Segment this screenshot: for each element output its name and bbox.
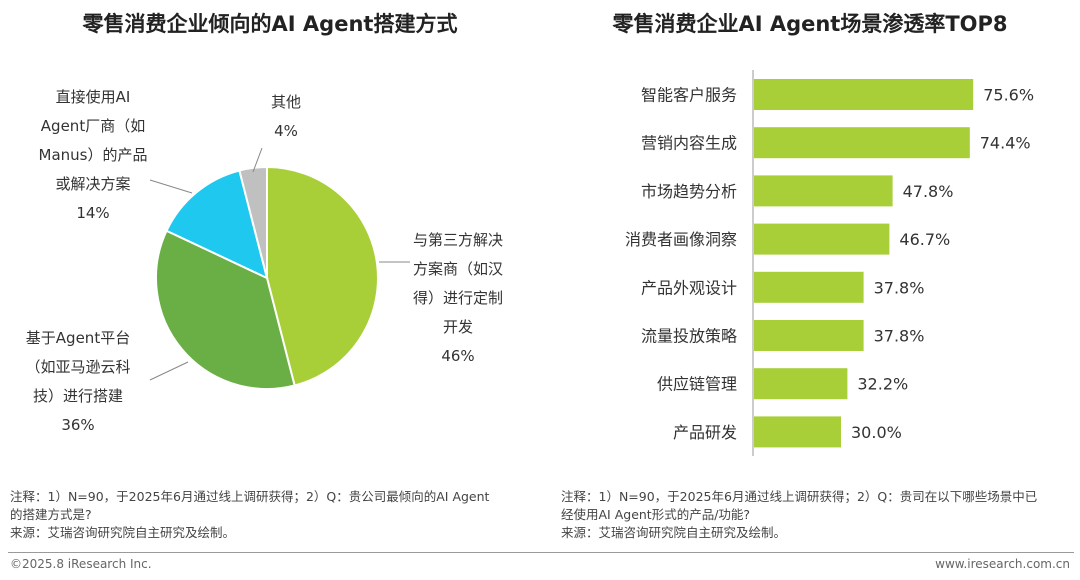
pie-slice-label: （如亚马逊云科 (25, 358, 130, 376)
bar-1 (754, 79, 974, 110)
bar-value-label: 75.6% (983, 86, 1034, 105)
bar-4 (754, 223, 890, 255)
pie-slice-label: 其他 (271, 93, 301, 111)
footer-divider (8, 552, 1074, 553)
bar-category-label: 营销内容生成 (641, 134, 737, 153)
pie-slice-label: Manus）的产品 (39, 146, 148, 164)
pie-slice-value: 14% (76, 204, 109, 222)
website-link[interactable]: www.iresearch.com.cn (935, 557, 1070, 571)
left-note-line: 的搭建方式是? (10, 507, 92, 522)
pie-slice (165, 169, 269, 280)
bar-category-label: 智能客户服务 (641, 86, 737, 105)
left-note: 注释：1）N=90，于2025年6月通过线上调研获得；2）Q：贵公司最倾向的AI… (10, 488, 530, 542)
left-note-line: 注释：1）N=90，于2025年6月通过线上调研获得；2）Q：贵公司最倾向的AI… (10, 489, 490, 504)
pie-chart-title: 零售消费企业倾向的AI Agent搭建方式 (82, 12, 458, 36)
bar-category-label: 供应链管理 (657, 375, 737, 394)
pie-slice-value: 4% (274, 122, 298, 140)
pie-leader-line (149, 361, 189, 381)
bar-chart-title: 零售消费企业AI Agent场景渗透率TOP8 (612, 12, 1008, 36)
right-note-source: 来源：艾瑞咨询研究院自主研究及绘制。 (561, 525, 787, 540)
pie-slice (155, 229, 296, 390)
pie-slice (238, 165, 268, 279)
pie-slice-label: 与第三方解决 (413, 231, 503, 249)
bar-8 (754, 416, 841, 448)
bar-2 (754, 127, 970, 159)
pie-slice-label: 或解决方案 (55, 175, 130, 193)
pie-slice-label: 开发 (443, 318, 473, 336)
bar-3 (754, 175, 893, 207)
bar-value-label: 30.0% (851, 423, 902, 442)
pie-slice-label: 技）进行搭建 (33, 387, 123, 405)
right-note-line: 经使用AI Agent形式的产品/功能? (561, 507, 751, 522)
pie-slice-label: 得）进行定制 (413, 289, 503, 307)
bar-category-label: 产品研发 (673, 423, 737, 442)
pie-slice-value: 36% (61, 416, 94, 434)
pie-leader-line (149, 179, 193, 194)
pie-slice-label: 基于Agent平台 (26, 329, 130, 347)
bar-value-label: 32.2% (857, 375, 908, 394)
bar-value-label: 74.4% (980, 134, 1031, 153)
bar-category-label: 市场趋势分析 (641, 182, 737, 201)
pie-slice-label: 直接使用AI (56, 88, 131, 106)
bar-6 (754, 320, 864, 351)
left-note-source: 来源：艾瑞咨询研究院自主研究及绘制。 (10, 525, 236, 540)
pie-slice-label: 方案商（如汉 (413, 260, 503, 278)
bar-5 (754, 271, 864, 303)
bar-value-label: 37.8% (874, 278, 925, 297)
bar-value-label: 46.7% (899, 230, 950, 249)
pie-slice (266, 165, 379, 387)
bar-category-label: 流量投放策略 (641, 327, 737, 346)
pie-leader-line (252, 147, 263, 173)
right-note: 注释：1）N=90，于2025年6月通过线上调研获得；2）Q：贵司在以下哪些场景… (561, 488, 1071, 542)
pie-slice-label: Agent厂商（如 (41, 117, 145, 135)
bar-category-label: 产品外观设计 (641, 278, 737, 297)
bar-value-label: 37.8% (874, 327, 925, 346)
right-note-line: 注释：1）N=90，于2025年6月通过线上调研获得；2）Q：贵司在以下哪些场景… (561, 489, 1038, 504)
copyright-text: ©2025.8 iResearch Inc. (10, 557, 152, 571)
bar-category-label: 消费者画像洞察 (625, 230, 737, 249)
bar-value-label: 47.8% (903, 182, 954, 201)
bar-7 (754, 368, 848, 400)
pie-slice-value: 46% (441, 347, 474, 365)
